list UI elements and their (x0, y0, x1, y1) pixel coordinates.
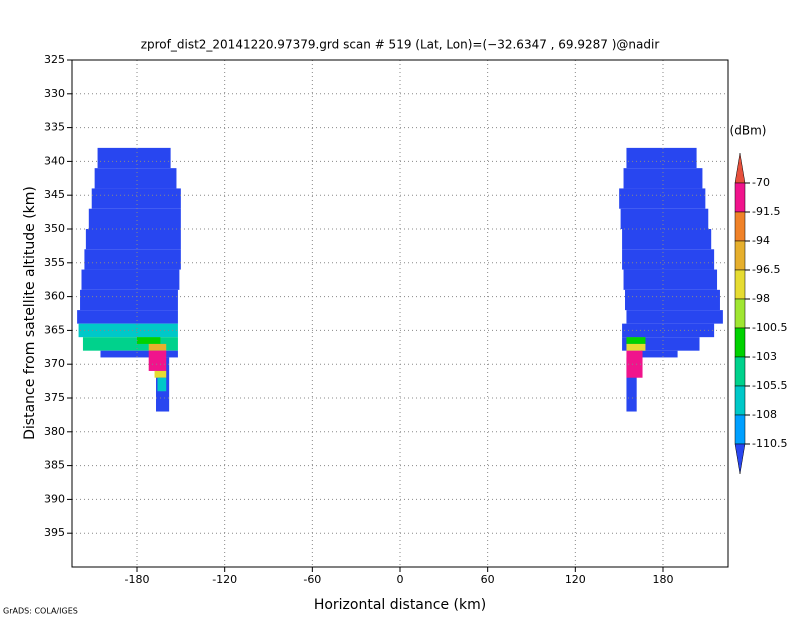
cell (81, 269, 180, 290)
cell (626, 350, 643, 378)
y-tick-label: 355 (44, 256, 65, 269)
x-tick-label: -180 (125, 573, 150, 586)
colorbar-label: -91.5 (752, 205, 780, 218)
y-tick-label: 325 (44, 53, 65, 66)
y-tick-label: 350 (44, 222, 65, 235)
cell (91, 188, 181, 209)
y-tick-label: 340 (44, 154, 65, 167)
colorbar-label: (dBm) (730, 124, 767, 138)
y-tick-label: 345 (44, 188, 65, 201)
y-tick-label: 365 (44, 323, 65, 336)
cell (97, 147, 171, 169)
cell (620, 208, 709, 229)
cell (80, 289, 178, 311)
cell (157, 377, 167, 392)
cell (626, 310, 723, 324)
cell (622, 249, 715, 270)
colorbar-segment (734, 211, 746, 242)
x-tick-label: 120 (565, 573, 586, 586)
colorbar-label: -100.5 (752, 321, 787, 334)
cell (77, 310, 178, 324)
y-tick-label: 360 (44, 290, 65, 303)
y-tick-label: 370 (44, 357, 65, 370)
cell (626, 357, 637, 412)
x-tick-label: 180 (652, 573, 673, 586)
y-tick-label: 375 (44, 391, 65, 404)
colorbar-segment (734, 414, 746, 445)
y-tick-label: 385 (44, 459, 65, 472)
cell (623, 269, 718, 290)
colorbar-segment (734, 182, 746, 213)
cell (148, 343, 167, 351)
colorbar-label: -98 (752, 292, 770, 305)
cell (148, 350, 167, 371)
x-tick-label: -120 (212, 573, 237, 586)
colorbar-label: -103 (752, 350, 777, 363)
cell (626, 343, 646, 351)
x-axis-label: Horizontal distance (km) (314, 597, 486, 613)
x-tick-label: -60 (303, 573, 321, 586)
colorbar-segment (734, 269, 746, 300)
chart-title: zprof_dist2_20141220.97379.grd scan # 51… (141, 38, 660, 52)
y-tick-label: 330 (44, 87, 65, 100)
cell (623, 168, 703, 189)
cell (624, 289, 720, 311)
colorbar-label: -108 (752, 408, 777, 421)
cell (641, 350, 678, 358)
colorbar-segment (734, 298, 746, 329)
colorbar-label: -96.5 (752, 263, 780, 276)
colorbar-label: -70 (752, 176, 770, 189)
cell (626, 337, 646, 344)
colorbar-label: -110.5 (752, 437, 787, 450)
cell (100, 350, 178, 358)
cell (85, 229, 181, 250)
colorbar-segment (734, 385, 746, 416)
footer: GrADS: COLA/IGES (3, 607, 78, 616)
cell (154, 370, 167, 378)
cell (626, 147, 697, 169)
x-tick-label: 0 (397, 573, 404, 586)
cell (88, 208, 181, 229)
y-tick-label: 335 (44, 121, 65, 134)
plot-frame (71, 59, 729, 568)
y-axis-label: Distance from satellite altitude (km) (22, 186, 38, 440)
y-tick-label: 390 (44, 492, 65, 505)
cell (137, 337, 161, 344)
colorbar-segment (734, 327, 746, 358)
cell (84, 249, 181, 270)
colorbar-label: -105.5 (752, 379, 787, 392)
colorbar-end (734, 443, 746, 475)
cell (622, 229, 712, 250)
y-tick-label: 395 (44, 526, 65, 539)
colorbar-segment (734, 240, 746, 271)
colorbar-label: -94 (752, 234, 770, 247)
y-tick-label: 380 (44, 425, 65, 438)
cell (94, 168, 177, 189)
x-tick-label: 60 (481, 573, 495, 586)
colorbar-segment (734, 356, 746, 387)
cell (619, 188, 706, 209)
